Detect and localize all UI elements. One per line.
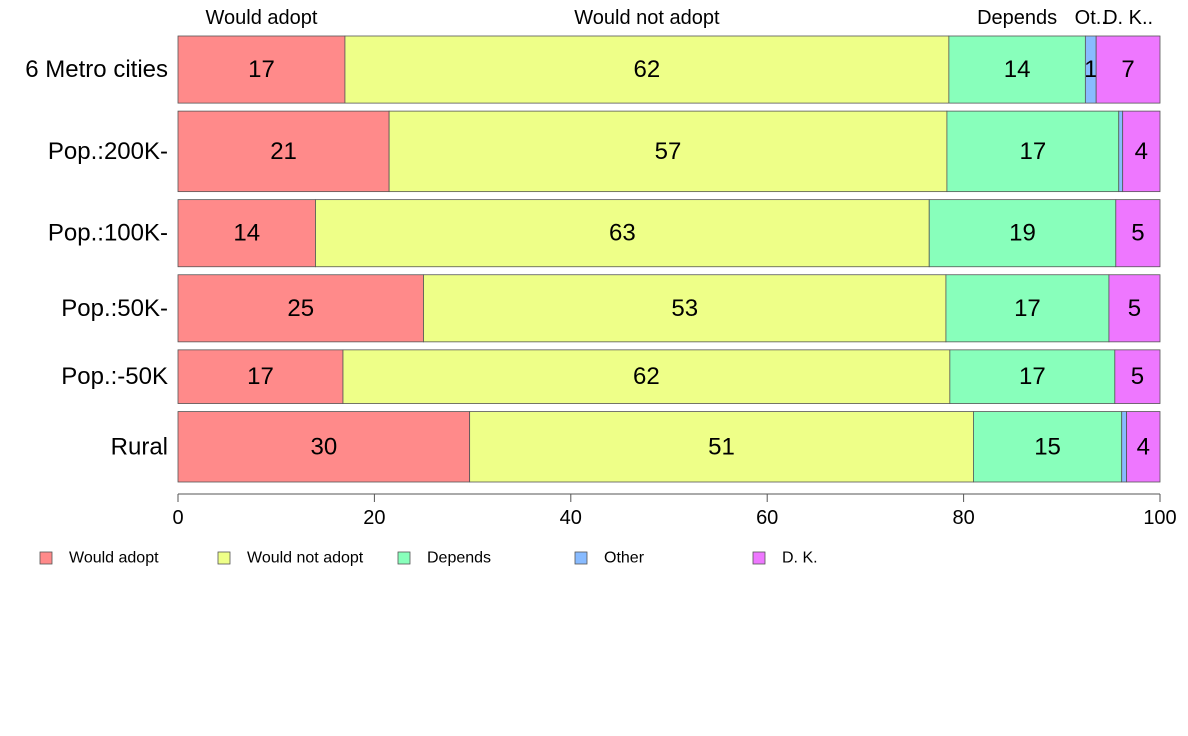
category-label-pop-200k: Pop.:200K- bbox=[48, 138, 168, 165]
x-tick-label-100: 100 bbox=[1143, 507, 1176, 529]
data-label-d-k-pop-50k: 5 bbox=[1128, 295, 1141, 322]
x-tick-label-80: 80 bbox=[952, 507, 974, 529]
legend: Would adopt Would not adopt Depends Other D.… bbox=[39, 550, 818, 567]
data-label-depends-pop-200k: 17 bbox=[1019, 138, 1046, 165]
data-label-would-adopt-6-metro-cities: 17 bbox=[248, 56, 275, 83]
top-labels: Would adopt Would not adopt Depends Ot..D. … bbox=[206, 7, 1154, 29]
bar-would-not-adopt-pop-200k bbox=[388, 110, 948, 193]
header-label-5: D. K.. bbox=[1103, 7, 1153, 29]
data-label-would-not-adopt-6-metro-cities: 62 bbox=[634, 56, 661, 83]
category-label-6-metro-cities: 6 Metro cities bbox=[25, 56, 168, 83]
x-tick-label-20: 20 bbox=[363, 507, 385, 529]
category-label-rural: Rural bbox=[111, 433, 168, 460]
header-label-1: Would adopt bbox=[206, 7, 318, 29]
data-label-would-adopt-pop-100k: 14 bbox=[233, 220, 260, 247]
legend-swatch-d-k bbox=[752, 551, 766, 565]
legend-swatch-depends bbox=[397, 551, 411, 565]
data-label-would-adopt-pop-200k: 21 bbox=[270, 138, 297, 165]
bar-d-k-pop-200k bbox=[1122, 110, 1161, 193]
bar-depends-pop-50k bbox=[945, 274, 1110, 343]
legend-label-d-k: D. K. bbox=[782, 550, 818, 567]
data-label-depends-pop-100k: 19 bbox=[1009, 220, 1036, 247]
bar-depends-pop-100k bbox=[928, 199, 1117, 268]
bar-other-pop-200k bbox=[1118, 110, 1124, 193]
data-label-would-not-adopt-pop-100k: 63 bbox=[609, 220, 636, 247]
data-label-would-adopt-pop-50k: 25 bbox=[287, 295, 314, 322]
bar-other-rural bbox=[1121, 411, 1128, 483]
x-tick-label-40: 40 bbox=[560, 507, 582, 529]
bar-would-adopt-pop-50k bbox=[177, 274, 424, 343]
x-tick-label-0: 0 bbox=[172, 507, 183, 529]
x-tick-label-60: 60 bbox=[756, 507, 778, 529]
bar-would-not-adopt-6-metro-cities bbox=[344, 35, 950, 104]
legend-label-would-adopt: Would adopt bbox=[69, 550, 159, 567]
bar-would-not-adopt-pop-50k bbox=[342, 349, 951, 404]
bar-depends-pop-200k bbox=[946, 110, 1120, 193]
header-label-4: Ot.. bbox=[1075, 7, 1107, 29]
bar-d-k-pop-50k bbox=[1108, 274, 1161, 343]
legend-label-other: Other bbox=[604, 550, 645, 567]
legend-label-would-not-adopt: Would not adopt bbox=[247, 550, 364, 567]
bar-d-k-6-metro-cities bbox=[1095, 35, 1161, 104]
data-label-depends-pop-50k: 17 bbox=[1014, 295, 1041, 322]
bar-d-k-pop-50k bbox=[1114, 349, 1161, 404]
bar-depends-6-metro-cities bbox=[948, 35, 1086, 104]
data-label-depends-pop-50k: 17 bbox=[1019, 363, 1046, 390]
bar-would-not-adopt-rural bbox=[469, 411, 974, 483]
bar-would-adopt-6-metro-cities bbox=[177, 35, 346, 104]
bar-would-adopt-pop-100k bbox=[177, 199, 316, 268]
x-axis: 0 20 40 60 80 100 bbox=[172, 493, 1177, 529]
bar-would-adopt-pop-200k bbox=[177, 110, 390, 193]
category-labels: 6 Metro cities Pop.:200K- Pop.:100K- Pop.:5… bbox=[25, 56, 168, 460]
bar-would-not-adopt-pop-50k bbox=[423, 274, 947, 343]
bar-depends-pop-50k bbox=[949, 349, 1116, 404]
header-label-2: Would not adopt bbox=[574, 7, 720, 29]
category-label-pop-100k: Pop.:100K- bbox=[48, 220, 168, 247]
category-label-pop-50k: Pop.:50K- bbox=[61, 295, 168, 322]
bar-d-k-rural bbox=[1126, 411, 1161, 483]
data-label-would-not-adopt-pop-50k: 53 bbox=[671, 295, 698, 322]
data-label-would-not-adopt-pop-200k: 57 bbox=[655, 138, 682, 165]
data-label-would-not-adopt-pop-50k: 62 bbox=[633, 363, 660, 390]
data-label-d-k-pop-200k: 4 bbox=[1135, 138, 1148, 165]
data-label-d-k-pop-50k: 5 bbox=[1131, 363, 1144, 390]
bar-d-k-pop-100k bbox=[1115, 199, 1161, 268]
data-label-would-not-adopt-rural: 51 bbox=[708, 433, 735, 460]
data-label-would-adopt-rural: 30 bbox=[310, 433, 337, 460]
bars: 17 62 14 1 721 57 17 414 63 19 525 53 17 517 62 17 530 51… bbox=[177, 35, 1161, 483]
data-label-depends-6-metro-cities: 14 bbox=[1004, 56, 1031, 83]
bar-would-not-adopt-pop-100k bbox=[315, 199, 930, 268]
data-label-d-k-pop-100k: 5 bbox=[1131, 220, 1144, 247]
bar-would-adopt-rural bbox=[177, 411, 471, 483]
legend-swatch-would-not-adopt bbox=[217, 551, 231, 565]
legend-swatch-other bbox=[574, 551, 588, 565]
data-label-would-adopt-pop-50k: 17 bbox=[247, 363, 274, 390]
legend-swatch-would-adopt bbox=[39, 551, 53, 565]
data-label-d-k-6-metro-cities: 7 bbox=[1121, 56, 1134, 83]
data-label-d-k-rural: 4 bbox=[1137, 433, 1150, 460]
header-label-3: Depends bbox=[977, 7, 1057, 29]
category-label-pop-50k: Pop.:-50K bbox=[61, 363, 168, 390]
data-label-depends-rural: 15 bbox=[1034, 433, 1061, 460]
data-label-other-6-metro-cities: 1 bbox=[1084, 56, 1097, 83]
legend-label-depends: Depends bbox=[427, 550, 491, 567]
